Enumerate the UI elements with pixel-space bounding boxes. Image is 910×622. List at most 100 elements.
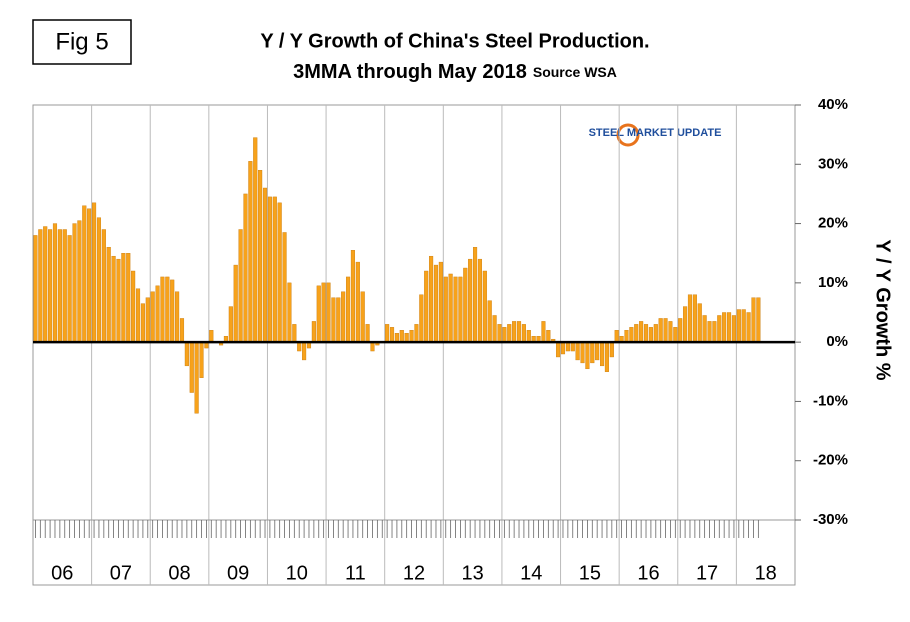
bar: [521, 324, 526, 343]
bar: [350, 250, 355, 343]
bar: [668, 321, 673, 343]
bar: [639, 321, 644, 343]
bar: [590, 341, 595, 364]
x-group-label: 13: [461, 562, 483, 584]
bar: [389, 327, 395, 343]
bar: [673, 327, 678, 343]
bar: [663, 318, 668, 343]
bar: [165, 276, 170, 343]
x-group-label: 16: [637, 562, 659, 584]
chart-title: Y / Y Growth of China's Steel Production…: [260, 30, 649, 52]
bar: [238, 229, 243, 343]
bar: [678, 318, 683, 343]
bar: [33, 235, 38, 343]
bar: [297, 341, 302, 352]
bar: [492, 315, 497, 343]
bar: [443, 276, 448, 343]
bar: [326, 282, 331, 343]
y-tick-label: 20%: [818, 215, 848, 232]
bar: [453, 276, 458, 343]
bar: [565, 341, 570, 352]
bar: [463, 267, 468, 343]
bar: [43, 226, 48, 343]
bar: [336, 297, 341, 343]
bar: [424, 270, 429, 343]
bar: [717, 315, 722, 343]
bar: [209, 330, 214, 343]
bar: [546, 330, 551, 343]
bar: [96, 217, 101, 343]
bar: [707, 321, 712, 343]
source: Source WSA: [533, 64, 617, 80]
bar: [150, 291, 155, 343]
bar: [419, 294, 424, 343]
bar: [595, 341, 600, 361]
bar: [433, 264, 439, 343]
x-group-label: 11: [345, 562, 366, 584]
bar: [170, 279, 175, 343]
bar: [194, 341, 199, 414]
figure-label: Fig 5: [55, 28, 108, 55]
bar: [184, 341, 189, 367]
bar: [697, 303, 702, 343]
bar: [727, 312, 732, 343]
bar: [756, 297, 761, 343]
bar: [614, 330, 619, 343]
bar: [346, 276, 351, 343]
x-group-label: 15: [579, 562, 601, 584]
bar: [653, 324, 658, 343]
bar: [267, 196, 272, 343]
bar: [321, 282, 326, 343]
bar: [658, 318, 663, 343]
bar: [287, 282, 292, 343]
bar: [282, 232, 287, 343]
bar: [155, 285, 160, 343]
bar: [57, 229, 62, 343]
bar: [72, 223, 77, 343]
bar: [116, 258, 121, 343]
y-tick-label: 30%: [818, 155, 848, 172]
bar: [692, 294, 697, 343]
bar: [52, 223, 58, 343]
bar: [507, 324, 512, 343]
bar: [570, 341, 575, 352]
bar: [585, 341, 590, 370]
bar: [145, 297, 150, 343]
bar: [92, 202, 97, 343]
bar: [526, 330, 531, 343]
x-group-label: 07: [110, 562, 132, 584]
bar: [311, 321, 316, 343]
bar: [316, 285, 321, 343]
bar: [643, 324, 649, 343]
bar: [556, 341, 561, 358]
bar: [512, 321, 517, 343]
bar: [629, 327, 634, 343]
bar: [482, 270, 487, 343]
bar: [360, 291, 365, 343]
y-tick-label: 40%: [818, 96, 848, 113]
bar: [331, 297, 336, 343]
bar: [624, 330, 629, 343]
bar: [355, 261, 360, 343]
bar: [702, 315, 707, 343]
bar: [292, 324, 297, 343]
bar: [277, 202, 282, 343]
bar: [341, 291, 346, 343]
bar: [140, 303, 145, 343]
bar: [394, 333, 399, 343]
bar: [38, 229, 43, 343]
bar: [497, 324, 502, 343]
bar: [448, 273, 453, 343]
bar: [189, 341, 194, 393]
bar: [248, 161, 253, 343]
bar: [683, 306, 688, 343]
y-tick-label: -30%: [813, 511, 848, 528]
x-group-label: 17: [696, 562, 718, 584]
y-tick-label: -10%: [813, 392, 848, 409]
bar: [385, 324, 390, 343]
bar: [751, 297, 756, 343]
bar: [609, 341, 614, 358]
bar: [77, 220, 82, 343]
bar: [262, 187, 268, 343]
